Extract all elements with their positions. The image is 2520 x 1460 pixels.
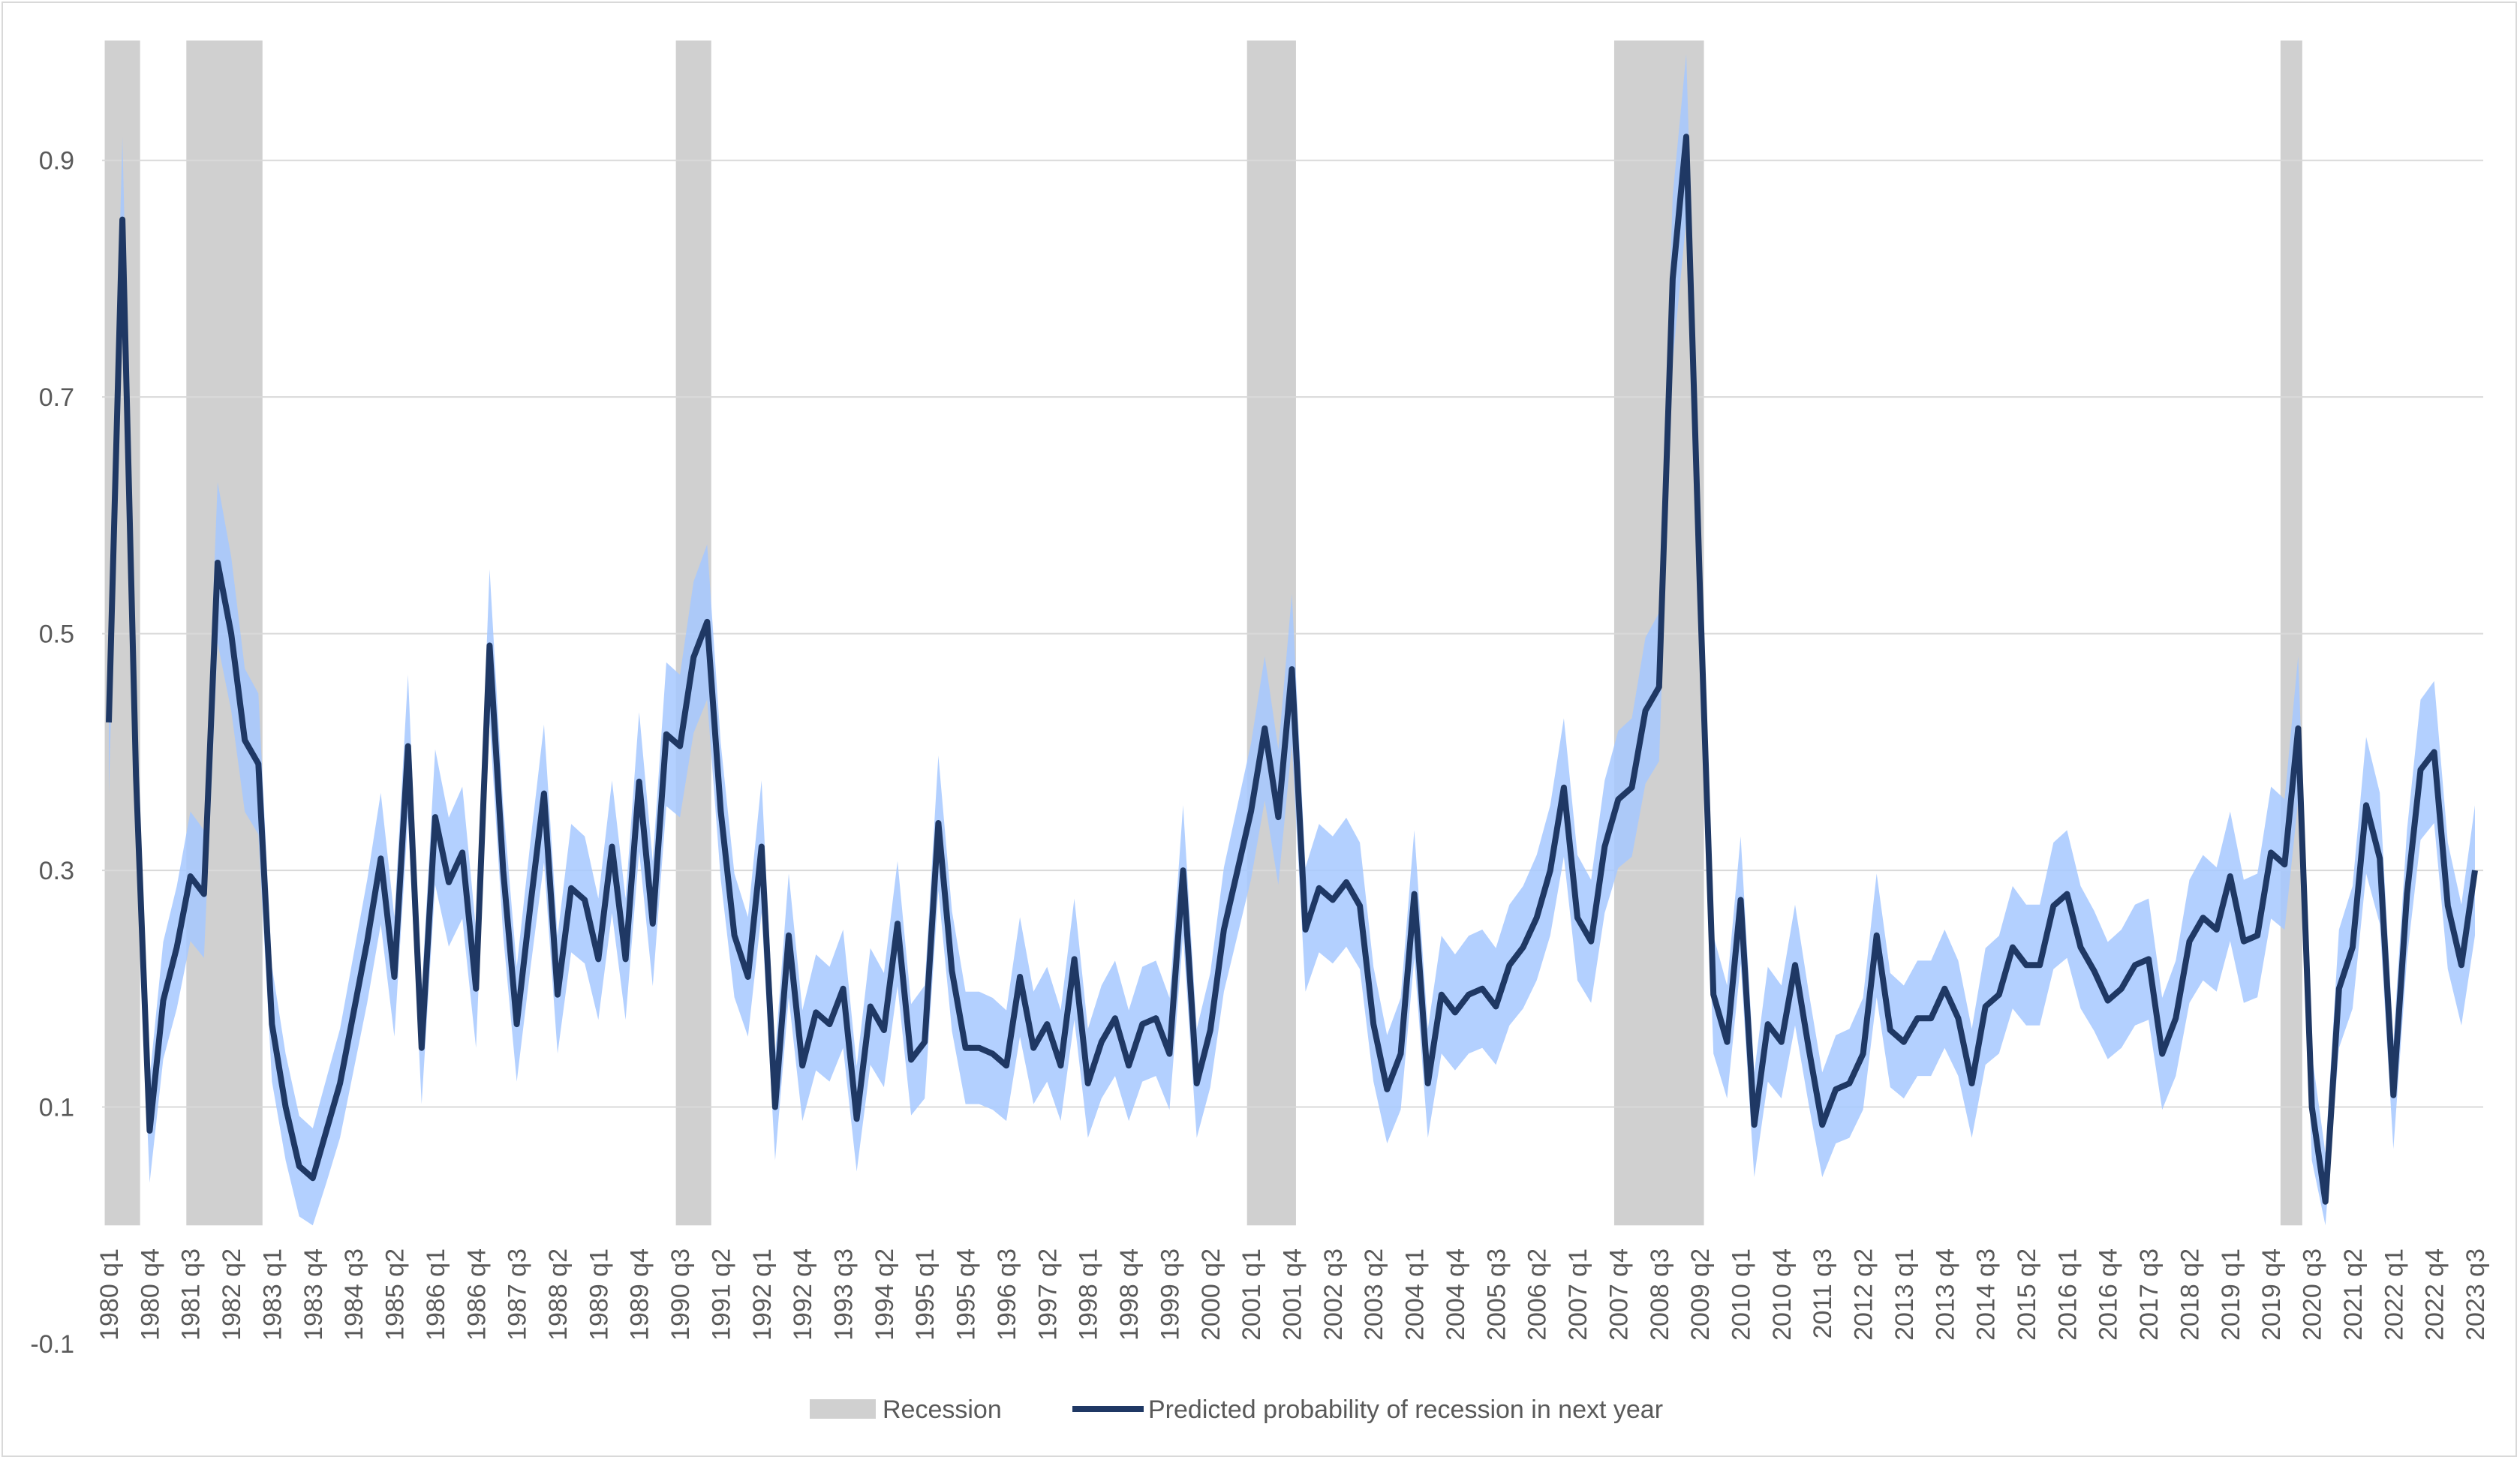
recession-probability-chart: -0.1 0.1 0.3 0.5 0.7 0.9 1980 q1 1980 q4 1981 q… [30, 41, 2490, 1424]
x-tick-label: 1980 q1 [95, 1248, 124, 1341]
x-tick-label: 1987 q3 [504, 1248, 532, 1341]
x-tick-label: 2006 q2 [1523, 1248, 1552, 1341]
x-tick-label: 2016 q1 [2053, 1248, 2082, 1341]
x-tick-label: 2005 q3 [1482, 1248, 1511, 1341]
x-tick-label: 2007 q1 [1564, 1248, 1592, 1341]
x-tick-label: 1988 q2 [544, 1248, 573, 1341]
x-tick-label: 2011 q3 [1809, 1248, 1837, 1338]
x-tick-label: 2008 q3 [1646, 1248, 1674, 1341]
x-tick-label: 2012 q2 [1850, 1248, 1878, 1341]
x-tick-label: 1983 q1 [258, 1248, 287, 1341]
x-tick-label: 2014 q3 [1972, 1248, 2001, 1341]
x-axis-ticks: 1980 q1 1980 q4 1981 q3 1982 q2 1983 q1 1983 … [95, 1248, 2490, 1341]
x-tick-label: 1995 q1 [911, 1248, 940, 1341]
x-tick-label: 2001 q1 [1237, 1248, 1266, 1341]
x-tick-label: 1992 q1 [748, 1248, 777, 1341]
x-tick-label: 2003 q2 [1360, 1248, 1388, 1341]
y-tick-label: 0.9 [39, 147, 74, 176]
x-tick-label: 1980 q4 [136, 1248, 164, 1341]
x-tick-label: 1998 q1 [1075, 1248, 1103, 1341]
x-tick-label: 2001 q4 [1279, 1248, 1307, 1341]
x-tick-label: 1993 q3 [830, 1248, 859, 1341]
y-tick-label: 0.5 [39, 620, 74, 649]
x-tick-label: 2004 q4 [1442, 1248, 1470, 1341]
x-tick-label: 2022 q1 [2380, 1248, 2408, 1341]
x-tick-label: 1986 q4 [462, 1248, 491, 1341]
x-tick-label: 1996 q3 [993, 1248, 1021, 1341]
x-tick-label: 2018 q2 [2176, 1248, 2204, 1341]
x-tick-label: 2010 q4 [1768, 1248, 1797, 1341]
x-tick-label: 1992 q4 [789, 1248, 817, 1341]
x-tick-label: 2009 q2 [1686, 1248, 1715, 1341]
x-tick-label: 2013 q1 [1890, 1248, 1919, 1341]
y-axis-ticks: -0.1 0.1 0.3 0.5 0.7 0.9 [30, 147, 74, 1359]
x-tick-label: 1994 q2 [871, 1248, 899, 1341]
y-tick-label: 0.1 [39, 1094, 74, 1122]
x-tick-label: 2023 q3 [2461, 1248, 2490, 1341]
legend-label-recession: Recession [883, 1395, 1002, 1424]
x-tick-label: 2000 q2 [1197, 1248, 1225, 1341]
x-tick-label: 1984 q3 [340, 1248, 368, 1341]
y-tick-label: 0.3 [39, 857, 74, 885]
legend-swatch-recession [810, 1399, 876, 1419]
x-tick-label: 1989 q1 [585, 1248, 613, 1341]
x-tick-label: 1983 q4 [299, 1248, 328, 1341]
legend: Recession Predicted probability of reces… [810, 1395, 1663, 1424]
x-tick-label: 2017 q3 [2135, 1248, 2164, 1341]
x-tick-label: 2007 q4 [1604, 1248, 1633, 1341]
legend-label-probability: Predicted probability of recession in ne… [1148, 1395, 1663, 1424]
x-tick-label: 2020 q3 [2299, 1248, 2327, 1341]
x-tick-label: 2015 q2 [2013, 1248, 2041, 1341]
y-tick-label: 0.7 [39, 383, 74, 412]
x-tick-label: 1997 q2 [1033, 1248, 1062, 1341]
x-tick-label: 2013 q4 [1931, 1248, 1959, 1341]
probability-line [106, 134, 2478, 1205]
x-tick-label: 1990 q3 [666, 1248, 695, 1341]
x-tick-label: 1985 q2 [381, 1248, 410, 1341]
x-tick-label: 1999 q3 [1156, 1248, 1184, 1341]
x-tick-label: 1986 q1 [422, 1248, 450, 1341]
x-tick-label: 1995 q4 [952, 1248, 981, 1341]
x-tick-label: 2021 q2 [2339, 1248, 2368, 1341]
x-tick-label: 2004 q1 [1401, 1248, 1430, 1341]
x-tick-label: 2010 q1 [1727, 1248, 1755, 1341]
x-tick-label: 2002 q3 [1319, 1248, 1348, 1341]
x-tick-label: 1991 q2 [707, 1248, 735, 1341]
x-tick-label: 1982 q2 [218, 1248, 246, 1341]
x-tick-label: 1981 q3 [177, 1248, 206, 1341]
x-tick-label: 1998 q4 [1115, 1248, 1144, 1341]
x-tick-label: 2019 q4 [2257, 1248, 2286, 1341]
x-tick-label: 2016 q4 [2094, 1248, 2123, 1341]
y-tick-label: -0.1 [30, 1330, 74, 1359]
x-tick-label: 2019 q1 [2217, 1248, 2245, 1341]
x-tick-label: 2022 q4 [2421, 1248, 2449, 1341]
uncertainty-band [109, 53, 2475, 1226]
x-tick-label: 1989 q4 [626, 1248, 654, 1341]
